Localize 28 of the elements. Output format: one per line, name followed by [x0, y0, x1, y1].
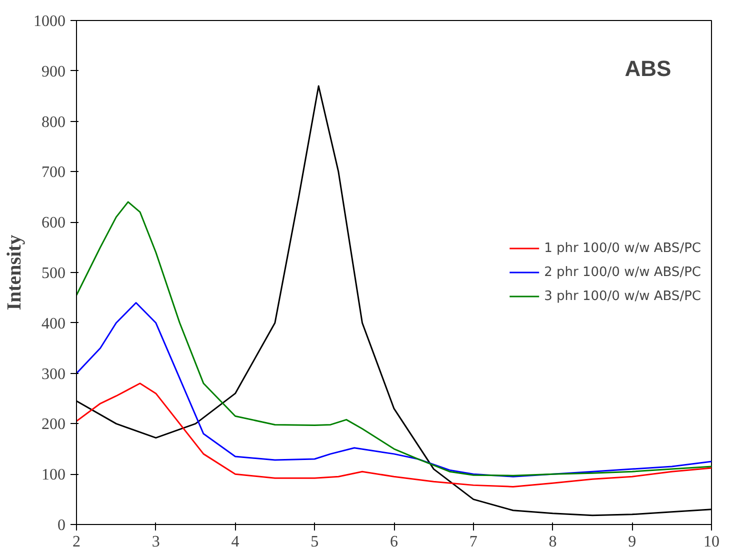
x-tick-label: 7 [469, 534, 478, 549]
annotation: ABS [624, 56, 672, 81]
y-tick-label: 900 [42, 63, 66, 80]
y-tick-label: 400 [42, 315, 66, 332]
legend-label: 3 phr 100/0 w/w ABS/PC [544, 288, 701, 304]
y-tick-label: 100 [42, 466, 66, 484]
legend-label: 1 phr 100/0 w/w ABS/PC [544, 240, 701, 256]
x-tick-label: 4 [231, 534, 240, 549]
x-tick-label: 9 [628, 534, 636, 549]
y-tick-label: 600 [42, 214, 66, 232]
x-tick-label: 10 [704, 534, 720, 549]
line-series [76, 201, 712, 476]
x-tick-label: 8 [548, 534, 557, 549]
y-tick-label: 200 [42, 416, 66, 434]
y-tick-label: 800 [42, 114, 66, 131]
y-axis-title: Intensity [4, 234, 26, 310]
x-tick-label: 3 [152, 534, 160, 549]
x-tick-label: 5 [310, 534, 319, 549]
y-tick-label: 500 [42, 265, 66, 282]
y-tick-label: 700 [42, 164, 66, 182]
y-tick-label: 0 [58, 517, 66, 534]
x-tick-label: 2 [72, 534, 80, 549]
legend-label: 2 phr 100/0 w/w ABS/PC [544, 264, 701, 280]
line-series [76, 302, 712, 478]
line-series [76, 382, 712, 488]
y-tick-label: 300 [42, 366, 66, 383]
y-tick-label: 1000 [34, 13, 66, 30]
x-tick-label: 6 [390, 534, 398, 549]
